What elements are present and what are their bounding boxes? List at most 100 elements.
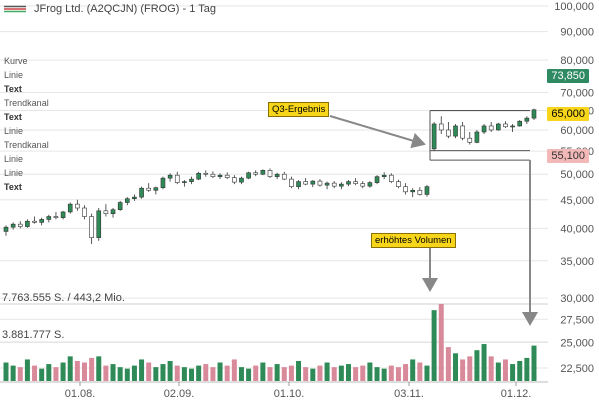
candle-body <box>417 189 423 195</box>
candle-body <box>310 180 316 185</box>
tool-curve[interactable]: Kurve <box>4 56 28 66</box>
candle-body <box>346 181 351 185</box>
candle-body <box>303 181 308 185</box>
candle-body <box>431 123 437 150</box>
tool-text[interactable]: Text <box>4 84 22 94</box>
tool-text[interactable]: Text <box>4 182 22 192</box>
volume-bar <box>510 364 516 381</box>
volume-bar <box>96 356 102 381</box>
candle-body <box>260 170 266 175</box>
tool-trend-channel[interactable]: Trendkanal <box>4 98 49 108</box>
volume-bar <box>217 362 223 381</box>
candle-body <box>289 178 294 187</box>
candle-body <box>496 123 501 131</box>
volume-bar <box>296 360 302 381</box>
upper-channel-tag: 65,000 <box>547 107 589 121</box>
candle-body <box>232 177 237 183</box>
x-tick-label: 02.09. <box>164 388 195 400</box>
candle-body <box>46 216 52 220</box>
tool-line[interactable]: Linie <box>4 126 24 136</box>
candle-body <box>10 223 16 228</box>
volume-max-label: 7.763.555 S. / 443,2 Mio. <box>2 292 125 304</box>
volume-bar <box>231 359 237 381</box>
volume-bar <box>224 365 230 381</box>
volume-bar <box>410 359 416 381</box>
candle-body <box>410 189 416 193</box>
volume-bar <box>488 356 494 381</box>
candle-body <box>481 125 487 133</box>
volume-mid-label: 3.881.777 S. <box>2 329 65 341</box>
volume-bar <box>253 365 259 381</box>
volume-bar <box>67 356 73 381</box>
candle-body <box>374 176 380 183</box>
tool-trend-channel[interactable]: Trendkanal <box>4 140 49 150</box>
volume-bar <box>60 362 66 381</box>
volume-bar <box>160 364 166 381</box>
volume-bar <box>17 367 23 381</box>
volume-bar <box>189 368 195 381</box>
candle-body <box>296 181 301 187</box>
tool-line[interactable]: Linie <box>4 154 24 164</box>
volume-bar <box>238 367 244 381</box>
volume-bar <box>139 359 145 381</box>
price-tick-label: 25,000 <box>560 337 594 349</box>
candle-body <box>103 210 109 214</box>
candle-body <box>339 183 344 187</box>
tool-line[interactable]: Linie <box>4 70 24 80</box>
tool-text[interactable]: Text <box>4 112 22 122</box>
volume-bar <box>103 365 109 381</box>
candles <box>3 108 537 245</box>
volume-bar <box>246 368 252 381</box>
candle-body <box>396 181 401 187</box>
volume-bar <box>367 362 373 381</box>
volume-bar <box>203 364 209 381</box>
candle-body <box>96 210 102 238</box>
candle-body <box>381 174 387 177</box>
candle-body <box>246 172 251 179</box>
volume-bar <box>417 362 423 381</box>
volume-bar <box>474 350 480 381</box>
price-tick-label: 60,000 <box>560 125 594 137</box>
volume-bar <box>324 362 330 381</box>
chart-grid <box>0 5 548 383</box>
candle-body <box>75 203 80 209</box>
volume-bar <box>117 367 123 381</box>
candle-body <box>32 220 37 223</box>
volume-bar <box>374 367 380 381</box>
volume-bar <box>310 368 316 381</box>
price-tick-label: 45,000 <box>560 195 594 207</box>
candle-body <box>153 187 159 191</box>
candle-body <box>510 125 515 128</box>
x-tick-label: 03.11. <box>394 388 424 400</box>
volume-bar <box>360 365 366 381</box>
volume-bar <box>317 365 323 381</box>
candle-body <box>239 177 244 183</box>
volume-bar <box>110 364 116 381</box>
volume-bar <box>32 365 38 381</box>
price-tick-label: 22,500 <box>560 363 594 375</box>
volume-bar <box>481 344 487 381</box>
candle-body <box>160 177 166 188</box>
volume-bar <box>10 365 16 381</box>
tool-line[interactable]: Linie <box>4 168 24 178</box>
volume-bar <box>331 367 337 381</box>
candle-body <box>3 226 9 232</box>
candle-body <box>210 173 216 177</box>
candle-body <box>403 186 408 193</box>
candle-body <box>453 125 458 137</box>
candle-body <box>360 183 366 187</box>
q3-earnings-callout: Q3-Ergebnis <box>268 102 330 117</box>
volume-bar <box>39 368 45 381</box>
volume-bar <box>460 359 466 381</box>
volume-bar <box>403 364 409 381</box>
volume-bar <box>153 367 159 381</box>
candle-body <box>317 180 323 186</box>
last-price-tag: 73,850 <box>547 69 589 83</box>
candle-body <box>467 137 473 143</box>
candle-body <box>531 109 537 119</box>
candle-body <box>25 220 30 227</box>
candle-body <box>217 174 223 177</box>
volume-bar <box>524 357 530 381</box>
candle-body <box>424 186 430 195</box>
price-tick-label: 35,000 <box>560 256 594 268</box>
